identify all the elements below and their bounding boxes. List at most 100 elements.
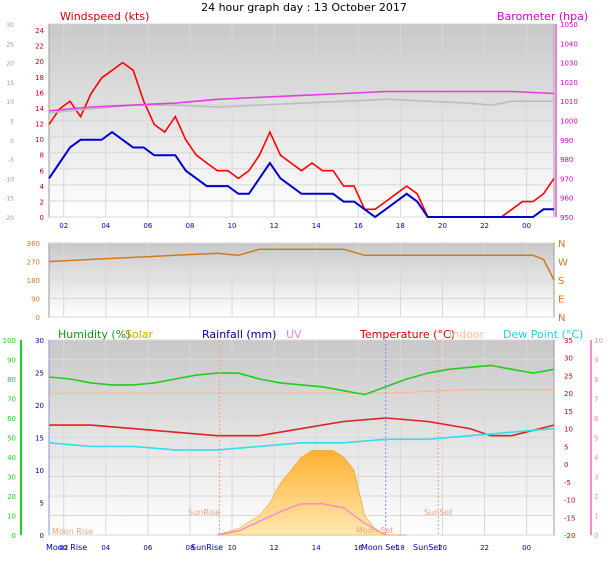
direction-tick-label: 270 [27, 259, 40, 267]
time-tick-label: 14 [312, 222, 321, 230]
time-tick-label: 14 [312, 544, 321, 552]
barometer-tick-label: 1030 [560, 60, 578, 68]
windspeed-tick-label: 16 [35, 89, 44, 97]
time-tick-label: 02 [59, 544, 68, 552]
time-tick-label: 16 [354, 222, 363, 230]
humidity-tick-label: 20 [7, 493, 16, 501]
legend-uv: UV [286, 328, 302, 341]
axes: 0202040406060808101012121414161618182020… [3, 21, 603, 552]
temperature-tick-label: -20 [564, 532, 575, 540]
rainfall-tick-label: 10 [35, 467, 44, 475]
rainfall-tick-label: 20 [35, 402, 44, 410]
windspeed-tick-label: 4 [40, 183, 45, 191]
windspeed-tick-label: 12 [35, 121, 44, 129]
legend-solar: Solar [125, 328, 154, 341]
rainfall-tick-label: 0 [40, 532, 44, 540]
uv-tick-label: 2 [594, 493, 598, 501]
time-tick-label: 12 [270, 544, 279, 552]
time-tick-label: 22 [480, 222, 489, 230]
humidity-tick-label: 80 [7, 376, 16, 384]
rainfall-tick-label: 25 [35, 370, 44, 378]
direction-tick-label: 90 [31, 296, 40, 304]
moonrise-label: Moon Rise [46, 543, 87, 552]
barometer-axis-label: Barometer (hpa) [497, 10, 588, 23]
rainfall-tick-label: 5 [40, 500, 44, 508]
temperature-tick-label: -15 [564, 514, 575, 522]
time-tick-label: 10 [228, 544, 237, 552]
windspeed-tick-label: 0 [40, 214, 44, 222]
humidity-tick-label: 0 [12, 532, 16, 540]
temperature-tick-label: 5 [564, 443, 568, 451]
outer-tick-label: -15 [4, 196, 14, 203]
temperature-tick-label: 30 [564, 355, 573, 363]
barometer-tick-label: 1010 [560, 98, 578, 106]
temperature-tick-label: 10 [564, 426, 573, 434]
direction-tick-label: 360 [27, 240, 40, 248]
legend-temperature: Temperature (°C) [359, 328, 455, 341]
outer-tick-label: -5 [8, 157, 14, 164]
temperature-tick-label: 0 [564, 461, 568, 469]
inner-moonrise-label: Moon Rise [52, 527, 93, 536]
temperature-tick-label: 25 [564, 372, 573, 380]
uv-line [217, 503, 387, 536]
compass-tick-label: E [558, 295, 564, 306]
barometer-tick-label: 980 [560, 156, 573, 164]
windspeed-tick-label: 6 [40, 167, 45, 175]
time-tick-label: 02 [59, 222, 68, 230]
windspeed-axis-label: Windspeed (kts) [60, 10, 149, 23]
barometer-tick-label: 970 [560, 175, 573, 183]
inner-moonset-label: Moon Set [356, 526, 393, 535]
temperature-tick-label: -10 [564, 497, 575, 505]
barometer-tick-label: 960 [560, 195, 573, 203]
uv-tick-label: 5 [594, 435, 598, 443]
legend-indoor: Indoor [449, 328, 485, 341]
sunrise-label: SunRise [191, 543, 223, 552]
humidity-tick-label: 10 [7, 513, 16, 521]
temperature-tick-label: 20 [564, 390, 573, 398]
time-tick-label: 04 [101, 222, 110, 230]
windspeed-tick-label: 24 [35, 27, 44, 35]
outer-tick-label: 15 [6, 80, 14, 87]
time-tick-label: 18 [396, 222, 405, 230]
time-tick-label: 04 [101, 544, 110, 552]
moonset-label: Moon Set [361, 543, 398, 552]
wind-direction-line [48, 248, 555, 281]
outer-tick-label: 20 [6, 61, 14, 68]
barometer-tick-label: 1000 [560, 118, 578, 126]
time-tick-label: 08 [186, 544, 195, 552]
dew-point-line [48, 427, 555, 451]
legend-dew-point: Dew Point (°C) [503, 328, 583, 341]
humidity-line [48, 364, 555, 396]
time-tick-label: 06 [143, 544, 152, 552]
windspeed-tick-label: 22 [35, 43, 44, 51]
time-tick-label: 20 [438, 222, 447, 230]
sunset-label: SunSet [413, 543, 441, 552]
humidity-tick-label: 60 [7, 415, 16, 423]
outer-tick-label: 25 [6, 41, 14, 48]
windspeed-tick-label: 2 [40, 198, 44, 206]
outer-tick-label: 0 [10, 138, 14, 145]
time-tick-label: 10 [228, 222, 237, 230]
uv-tick-label: 10 [594, 337, 603, 345]
humidity-tick-label: 40 [7, 454, 16, 462]
time-tick-label: 18 [396, 544, 405, 552]
outer-tick-label: -20 [4, 215, 14, 222]
humidity-tick-label: 30 [7, 474, 16, 482]
direction-tick-label: 0 [36, 314, 40, 322]
direction-tick-label: 180 [27, 277, 40, 285]
barometer-tick-label: 950 [560, 214, 573, 222]
outer-tick-label: -10 [4, 176, 14, 183]
uv-tick-label: 4 [594, 454, 599, 462]
time-tick-label: 20 [438, 544, 447, 552]
time-tick-label: 00 [522, 544, 531, 552]
outer-tick-label: 30 [6, 22, 14, 29]
series-layer [48, 61, 555, 536]
uv-tick-label: 7 [594, 396, 598, 404]
outer-tick-label: 5 [10, 119, 14, 126]
inner-sunset-label: SunSet [424, 508, 452, 517]
uv-tick-label: 6 [594, 415, 599, 423]
windspeed-tick-label: 18 [35, 74, 44, 82]
barometer-tick-label: 990 [560, 137, 573, 145]
